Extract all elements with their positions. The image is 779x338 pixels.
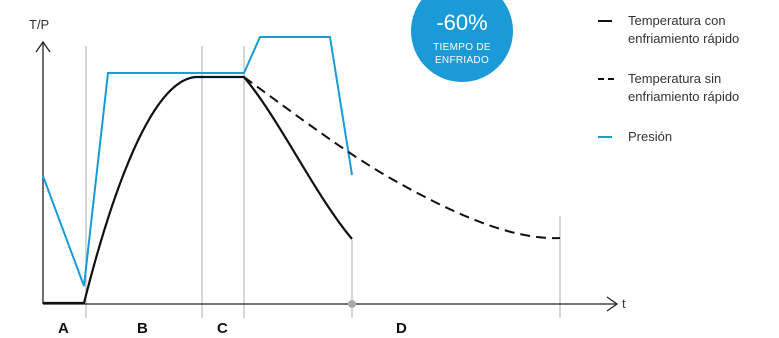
y-axis-label: T/P <box>29 17 49 32</box>
legend-label-line2: enfriamiento rápido <box>628 89 740 104</box>
legend: Temperatura con enfriamiento rápido Temp… <box>598 12 778 168</box>
y-axis-arrow <box>35 40 51 53</box>
legend-swatch-solid <box>598 20 612 22</box>
legend-item-temp-without-cooling: Temperatura sin enfriamiento rápido <box>598 70 778 106</box>
legend-swatch-blue <box>598 136 612 138</box>
legend-item-pressure: Presión <box>598 128 778 146</box>
phase-label-d: D <box>396 320 407 337</box>
temperature-with-cooling-curve <box>43 75 353 305</box>
legend-label-line1: Temperatura sin <box>628 71 722 86</box>
cooling-time-badge: -60% TIEMPO DE ENFRIADO <box>411 0 513 82</box>
legend-label-line1: Presión <box>628 129 673 144</box>
badge-circle <box>411 0 513 82</box>
badge-percent: -60% <box>436 10 487 35</box>
temperature-without-cooling-curve <box>243 76 561 240</box>
phase-label-b: B <box>137 320 148 337</box>
pressure-curve <box>42 36 353 287</box>
legend-label-line2: enfriamiento rápido <box>628 31 740 46</box>
x-axis-arrow <box>606 296 619 312</box>
legend-item-temp-with-cooling: Temperatura con enfriamiento rápido <box>598 12 778 48</box>
x-axis-label: t <box>622 296 626 311</box>
phase-separators <box>85 46 561 318</box>
phase-label-a: A <box>58 320 69 337</box>
legend-swatch-dashed <box>598 78 614 80</box>
phase-label-c: C <box>217 320 228 337</box>
badge-line1: TIEMPO DE <box>433 42 491 53</box>
badge-line2: ENFRIADO <box>435 55 489 66</box>
legend-label-line1: Temperatura con <box>628 13 726 28</box>
x-axis-marker <box>348 300 356 308</box>
axes <box>35 40 619 312</box>
